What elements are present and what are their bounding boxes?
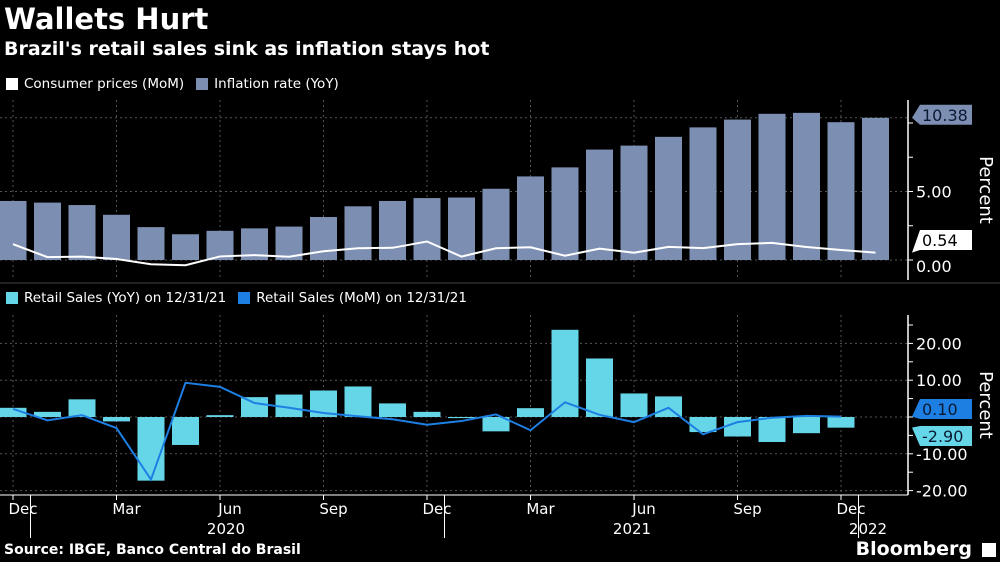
bloomberg-logo-mark bbox=[982, 543, 996, 557]
retail-yoy-bar bbox=[172, 417, 199, 445]
x-year-label: 2021 bbox=[613, 520, 651, 538]
inflation-bar bbox=[586, 149, 613, 260]
retail-yoy-bar bbox=[517, 408, 544, 417]
legend-swatch-retail-yoy bbox=[6, 292, 18, 304]
retail-yoy-bar bbox=[344, 386, 372, 417]
inflation-bar bbox=[103, 214, 130, 260]
inflation-bar bbox=[137, 227, 165, 260]
inflation-bar bbox=[758, 113, 786, 260]
inflation-bar bbox=[862, 117, 889, 260]
inflation-bar bbox=[68, 205, 96, 260]
legend-label-inflation: Inflation rate (YoY) bbox=[214, 76, 339, 92]
legend-swatch-inflation bbox=[196, 78, 209, 90]
inflation-bar bbox=[34, 202, 61, 260]
inflation-bar bbox=[172, 234, 199, 260]
retail-yoy-bar bbox=[275, 394, 303, 417]
legend-label-retail-mom: Retail Sales (MoM) on 12/31/21 bbox=[256, 290, 467, 306]
retail-yoy-bar bbox=[448, 417, 475, 419]
x-month-label: Dec bbox=[8, 500, 37, 518]
retail-yoy-bar bbox=[241, 397, 268, 417]
inflation-bar bbox=[724, 119, 751, 260]
retail-mom-last-value-tag-bg bbox=[912, 399, 972, 419]
inflation-bar bbox=[827, 122, 855, 260]
inflation-last-value-tag: 10.38 bbox=[922, 106, 968, 125]
inflation-bar bbox=[689, 127, 717, 260]
x-month-label: Jun bbox=[217, 500, 241, 518]
bottom-y-tick-label: -10.00 bbox=[916, 445, 968, 464]
inflation-bar bbox=[413, 198, 441, 260]
retail-yoy-bar bbox=[0, 407, 27, 417]
top-y-axis-label: Percent bbox=[975, 156, 996, 224]
retail-yoy-bar bbox=[379, 403, 406, 417]
inflation-bar bbox=[448, 197, 475, 260]
inflation-bar bbox=[344, 206, 372, 260]
retail-yoy-bar bbox=[34, 411, 61, 417]
bottom-y-tick-label: 20.00 bbox=[916, 334, 962, 353]
bottom-y-tick-label: 10.00 bbox=[916, 371, 962, 390]
chart-subtitle: Brazil's retail sales sink as inflation … bbox=[4, 38, 490, 60]
inflation-bar bbox=[620, 145, 648, 260]
legend-label-cpi: Consumer prices (MoM) bbox=[24, 76, 185, 92]
retail-yoy-bar bbox=[68, 399, 96, 417]
inflation-bar bbox=[482, 188, 510, 260]
retail-yoy-bar bbox=[137, 417, 165, 481]
bloomberg-logo: Bloomberg bbox=[855, 538, 972, 560]
bottom-y-axis-label: Percent bbox=[975, 371, 996, 439]
retail-yoy-bar bbox=[551, 329, 579, 417]
retail-yoy-last-value-tag: -2.90 bbox=[922, 427, 963, 446]
bottom-y-tick-label: -20.00 bbox=[916, 482, 968, 501]
x-year-label: 2022 bbox=[849, 520, 887, 538]
retail-yoy-bar bbox=[586, 358, 613, 417]
inflation-bar bbox=[517, 176, 544, 260]
legend-swatch-cpi bbox=[6, 78, 18, 90]
x-month-label: Jun bbox=[631, 500, 655, 518]
x-month-label: Dec bbox=[422, 500, 451, 518]
top-y-tick-label: 0.00 bbox=[916, 257, 952, 276]
inflation-bar bbox=[0, 200, 27, 260]
retail-yoy-bar bbox=[206, 415, 234, 417]
inflation-bar bbox=[655, 136, 682, 260]
retail-yoy-last-value-tag-bg bbox=[912, 426, 972, 446]
legend-label-retail-yoy: Retail Sales (YoY) on 12/31/21 bbox=[24, 290, 227, 306]
retail-mom-last-value-tag: 0.10 bbox=[922, 400, 958, 419]
top-legend: Consumer prices (MoM) Inflation rate (Yo… bbox=[6, 76, 339, 92]
retail-yoy-bar bbox=[758, 417, 786, 443]
retail-yoy-bar bbox=[620, 393, 648, 417]
inflation-bar bbox=[793, 112, 820, 260]
retail-yoy-bar bbox=[482, 417, 510, 432]
retail-yoy-bar bbox=[793, 417, 820, 434]
source-note: Source: IBGE, Banco Central do Brasil bbox=[4, 542, 301, 558]
x-month-label: Sep bbox=[733, 500, 761, 518]
inflation-bar bbox=[551, 167, 579, 260]
cpi-last-value-tag: 0.54 bbox=[922, 231, 958, 250]
cpi-line bbox=[12, 240, 876, 267]
inflation-last-value-tag-bg bbox=[912, 104, 972, 125]
inflation-bar bbox=[379, 200, 406, 260]
retail-yoy-bar bbox=[413, 411, 441, 417]
retail-yoy-bar bbox=[103, 417, 130, 422]
retail-yoy-bar bbox=[724, 417, 751, 437]
retail-yoy-bar bbox=[827, 417, 855, 428]
retail-yoy-bar bbox=[689, 417, 717, 433]
top-y-tick-label: 5.00 bbox=[916, 183, 952, 202]
cpi-last-value-tag-bg bbox=[912, 230, 972, 253]
bottom-legend: Retail Sales (YoY) on 12/31/21 Retail Sa… bbox=[6, 290, 467, 306]
x-year-label: 2020 bbox=[207, 520, 245, 538]
x-month-label: Dec bbox=[836, 500, 865, 518]
x-month-label: Mar bbox=[112, 500, 141, 518]
legend-swatch-retail-mom bbox=[238, 292, 251, 304]
x-month-label: Sep bbox=[319, 500, 347, 518]
x-month-label: Mar bbox=[526, 500, 555, 518]
chart-title: Wallets Hurt bbox=[4, 2, 209, 36]
